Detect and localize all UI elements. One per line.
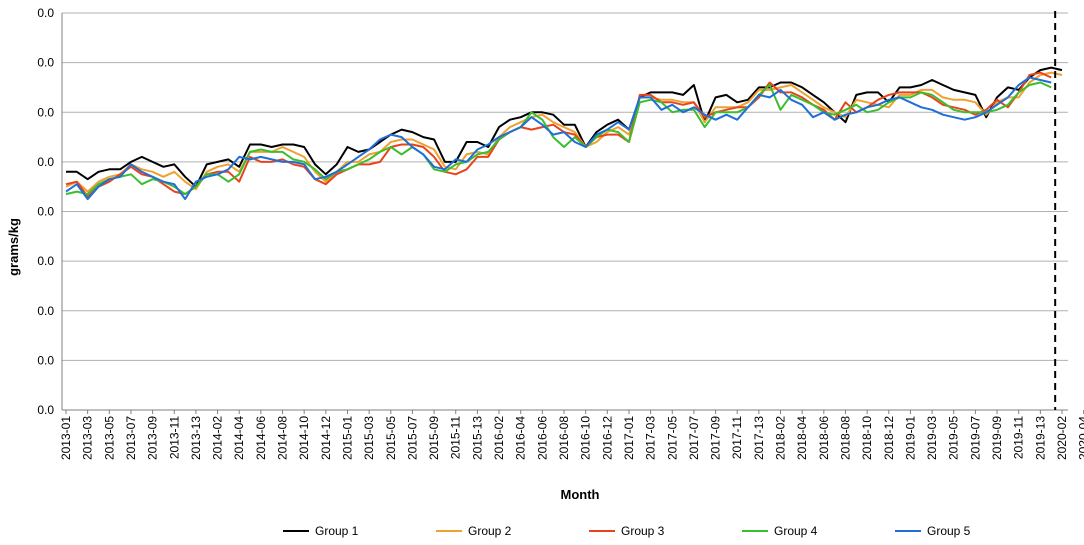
series-line-4 — [65, 81, 1052, 196]
x-tick-label: 2015-07 — [405, 416, 419, 460]
y-tick-label: 0.0 — [37, 105, 54, 119]
x-tick-label: 2015-01 — [340, 416, 354, 460]
legend-label: Group 3 — [621, 524, 665, 538]
x-tick-label: 2019-05 — [947, 416, 961, 460]
x-tick-label: 2019-03 — [925, 416, 939, 460]
x-tick-label: 2017-01 — [622, 416, 636, 460]
x-tick-label: 2014-06 — [254, 416, 268, 460]
x-tick-label: 2014-12 — [319, 416, 333, 460]
x-tick-label: 2016-10 — [579, 416, 593, 460]
x-tick-label: 2020-04 — [1077, 416, 1084, 460]
x-tick-label: 2016-02 — [492, 416, 506, 460]
legend: Group 1 Group 2 Group 3 Group 4 Group 5 — [283, 524, 971, 538]
x-tick-label: 2018-10 — [860, 416, 874, 460]
x-axis-title: Month — [561, 487, 600, 502]
x-tick-label: 2019-07 — [968, 416, 982, 460]
legend-label: Group 4 — [774, 524, 818, 538]
y-tick-label: 0.0 — [37, 205, 54, 219]
x-tick-label: 2015-13 — [470, 416, 484, 460]
x-tick-label: 2018-06 — [817, 416, 831, 460]
x-tick-label: 2013-01 — [59, 416, 73, 460]
y-tick-label: 0.0 — [37, 304, 54, 318]
x-tick-label: 2013-11 — [167, 416, 181, 459]
x-tick-label: 2017-11 — [730, 416, 744, 459]
x-tick-label: 2013-07 — [124, 416, 138, 460]
x-tick-label: 2017-03 — [644, 416, 658, 460]
x-tick-label: 2013-13 — [189, 416, 203, 460]
x-tick-label: 2016-12 — [600, 416, 614, 460]
legend-label: Group 2 — [468, 524, 512, 538]
y-axis-title: grams/kg — [6, 218, 21, 276]
y-tick-label: 0.0 — [37, 353, 54, 367]
x-tick-label: 2016-04 — [514, 416, 528, 460]
series-line-5 — [65, 76, 1052, 201]
x-tick-label: 2020-02 — [1055, 416, 1069, 460]
x-tick-label: 2013-09 — [146, 416, 160, 460]
x-tick-label: 2018-02 — [774, 416, 788, 460]
x-tick-label: 2015-09 — [427, 416, 441, 460]
x-tick-label: 2019-09 — [990, 416, 1004, 460]
x-tick-label: 2013-03 — [81, 416, 95, 460]
x-tick-label: 2019-13 — [1033, 416, 1047, 460]
axes — [61, 13, 1068, 411]
x-tick-label: 2019-11 — [1012, 416, 1026, 459]
y-axis-ticks: 0.0 0.0 0.0 0.0 0.0 0.0 0.0 0.0 0.0 — [37, 6, 54, 417]
series-line-3 — [65, 71, 1052, 198]
y-tick-label: 0.0 — [37, 155, 54, 169]
x-tick-label: 2014-04 — [232, 416, 246, 460]
x-tick-label: 2017-13 — [752, 416, 766, 460]
x-tick-label: 2018-08 — [838, 416, 852, 460]
x-tick-label: 2018-04 — [795, 416, 809, 460]
y-tick-label: 0.0 — [37, 254, 54, 268]
x-tick-label: 2015-03 — [362, 416, 376, 460]
x-tick-label: 2019-01 — [903, 416, 917, 460]
series-lines — [65, 66, 1063, 201]
x-tick-label: 2013-05 — [102, 416, 116, 460]
x-tick-label: 2017-07 — [687, 416, 701, 460]
x-tick-label: 2017-09 — [709, 416, 723, 460]
x-tick-label: 2015-05 — [384, 416, 398, 460]
y-tick-label: 0.0 — [37, 6, 54, 20]
x-tick-label: 2014-02 — [211, 416, 225, 460]
legend-label: Group 1 — [315, 524, 359, 538]
x-tick-label: 2017-05 — [665, 416, 679, 460]
x-tick-label: 2016-08 — [557, 416, 571, 460]
x-tick-label: 2015-11 — [449, 416, 463, 459]
x-tick-label: 2016-06 — [535, 416, 549, 460]
x-axis-ticks: 2013-01 2013-03 2013-05 2013-07 2013-09 2013-… — [59, 410, 1084, 460]
y-tick-label: 0.0 — [37, 56, 54, 70]
x-tick-label: 2014-10 — [297, 416, 311, 460]
x-tick-label: 2018-12 — [882, 416, 896, 460]
y-tick-label: 0.0 — [37, 403, 54, 417]
gridlines — [62, 12, 1068, 411]
x-tick-label: 2014-08 — [276, 416, 290, 460]
legend-label: Group 5 — [927, 524, 971, 538]
